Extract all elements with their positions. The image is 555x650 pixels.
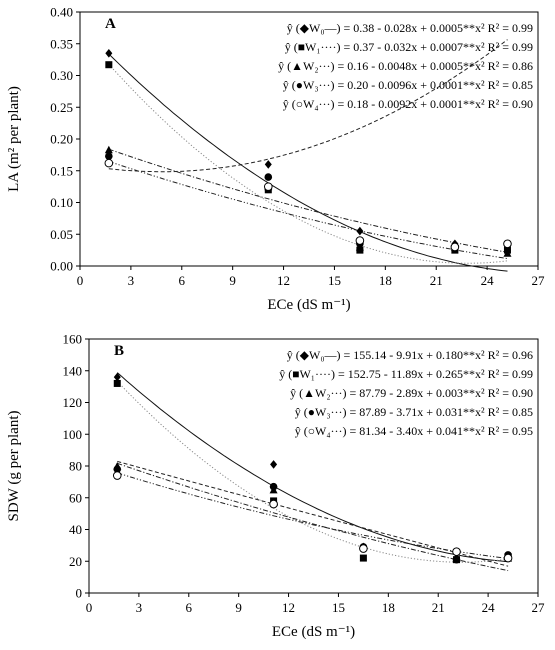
y-tick-label: 0.35: [50, 36, 73, 51]
y-tick-label: 140: [63, 363, 83, 378]
chart-panel-b: 0 20 40 60 80 100 120 140 160 0 3 6 9 12 15 18 21 24 27 ECe…: [6, 332, 545, 641]
y-axis-label: LA (m² per plant): [6, 86, 22, 192]
legend-equation-w1: ŷ (■W₁····) = 152.75 - 11.89x + 0.265**x…: [279, 367, 533, 381]
point-w3: [269, 482, 278, 491]
y-tick-label: 0.10: [50, 195, 73, 210]
point-w3: [264, 173, 273, 181]
point-w4: [503, 553, 513, 563]
point-w0: [105, 48, 113, 58]
point-w2: [104, 145, 113, 154]
fit-line-w1: [108, 63, 508, 264]
legend-equation-w3: ŷ (●W₃···) = 87.89 - 3.71x + 0.031**x² R…: [295, 405, 533, 419]
y-tick-label: 0: [76, 586, 83, 601]
point-w4: [450, 242, 460, 252]
fit-line-w0: [116, 372, 509, 563]
x-tick-label: 24: [482, 600, 496, 615]
x-tick-label: 24: [481, 273, 495, 288]
point-w3: [105, 152, 113, 160]
x-tick-label: 15: [328, 273, 341, 288]
chart-panel-a: 0.00 0.05 0.10 0.15 0.20 0.25 0.30 0.35 0.40 0 3 6 9…: [6, 5, 545, 314]
fit-line-w3: [117, 462, 509, 572]
point-w3: [113, 465, 122, 473]
panel-letter: A: [105, 16, 116, 32]
x-tick-label: 21: [430, 273, 443, 288]
y-tick-label: 0.15: [50, 163, 73, 178]
legend-equation-w4: ŷ (○W₄···) = 0.18 - 0.0092x + 0.0001**x²…: [283, 97, 533, 111]
x-tick-label: 6: [186, 600, 193, 615]
point-w4: [355, 236, 365, 245]
y-tick-label: 0.05: [50, 227, 73, 242]
legend-equation-w1: ŷ (■W₁····) = 0.37 - 0.032x + 0.0007**x²…: [285, 40, 533, 54]
x-tick-label: 12: [277, 273, 290, 288]
panel-letter: B: [114, 343, 124, 359]
point-w1: [113, 379, 121, 387]
y-tick-label: 0.00: [50, 259, 73, 274]
x-axis-label: ECe (dS m⁻¹): [272, 624, 355, 640]
fit-line-w2: [117, 460, 509, 567]
y-tick-label: 40: [69, 522, 82, 537]
y-tick-label: 0.20: [50, 132, 73, 147]
y-tick-label: 80: [69, 459, 82, 474]
point-w0: [113, 372, 121, 382]
point-w4: [452, 547, 461, 557]
x-tick-label: 0: [86, 600, 93, 615]
x-tick-label: 18: [379, 273, 392, 288]
y-tick-label: 0.40: [50, 5, 73, 20]
point-w2: [503, 249, 512, 257]
legend-equation-w0: ŷ (◆W₀—) = 155.14 - 9.91x + 0.180**x² R²…: [287, 348, 533, 362]
point-w0: [356, 226, 364, 236]
point-w3: [452, 555, 461, 564]
x-tick-label: 0: [77, 273, 84, 288]
legend-equation-w3: ŷ (●W₃···) = 0.20 - 0.0096x + 0.0001**x²…: [283, 78, 533, 92]
x-tick-label: 27: [532, 273, 546, 288]
x-tick-label: 15: [332, 600, 345, 615]
fit-line-w1: [116, 381, 509, 563]
x-tick-label: 18: [382, 600, 395, 615]
point-w4: [503, 239, 512, 249]
fit-line-w4: [117, 472, 509, 560]
point-w4: [104, 158, 114, 168]
y-tick-label: 100: [63, 427, 83, 442]
point-w0: [264, 160, 272, 169]
point-w0: [270, 460, 278, 469]
x-tick-label: 3: [136, 600, 143, 615]
x-tick-label: 21: [432, 600, 445, 615]
legend-equation-w2: ŷ (▲W₂···) = 87.79 - 2.89x + 0.003**x² R…: [290, 386, 533, 400]
point-w4: [112, 471, 122, 480]
point-w1: [105, 61, 113, 69]
y-tick-label: 60: [69, 490, 82, 505]
x-tick-label: 12: [282, 600, 295, 615]
y-tick-label: 0.30: [50, 68, 73, 83]
legend-equation-w0: ŷ (◆W₀—) = 0.38 - 0.028x + 0.0005**x² R²…: [287, 21, 533, 35]
y-tick-label: 160: [63, 332, 83, 347]
legend-equation-w4: ŷ (○W₄···) = 81.34 - 3.40x + 0.041**x² R…: [295, 424, 533, 438]
legend-equation-w2: ŷ (▲W₂···) = 0.16 - 0.0048x + 0.0005**x²…: [278, 59, 533, 73]
y-tick-label: 120: [63, 395, 83, 410]
point-w1: [359, 554, 367, 562]
fit-line-w3: [108, 148, 508, 253]
x-tick-label: 9: [235, 600, 242, 615]
point-w4: [269, 499, 278, 509]
y-tick-label: 0.25: [50, 100, 73, 115]
x-tick-label: 6: [179, 273, 186, 288]
point-w4: [359, 544, 368, 553]
x-tick-label: 3: [128, 273, 135, 288]
y-axis-label: SDW (g per plant): [6, 411, 22, 522]
point-w4: [263, 182, 273, 191]
fit-line-w0: [108, 53, 508, 272]
x-axis-label: ECe (dS m⁻¹): [267, 297, 350, 313]
x-tick-label: 27: [532, 600, 546, 615]
x-tick-label: 9: [229, 273, 236, 288]
fit-line-w4: [108, 160, 508, 260]
y-tick-label: 20: [69, 554, 82, 569]
fit-line-w2: [108, 39, 508, 173]
